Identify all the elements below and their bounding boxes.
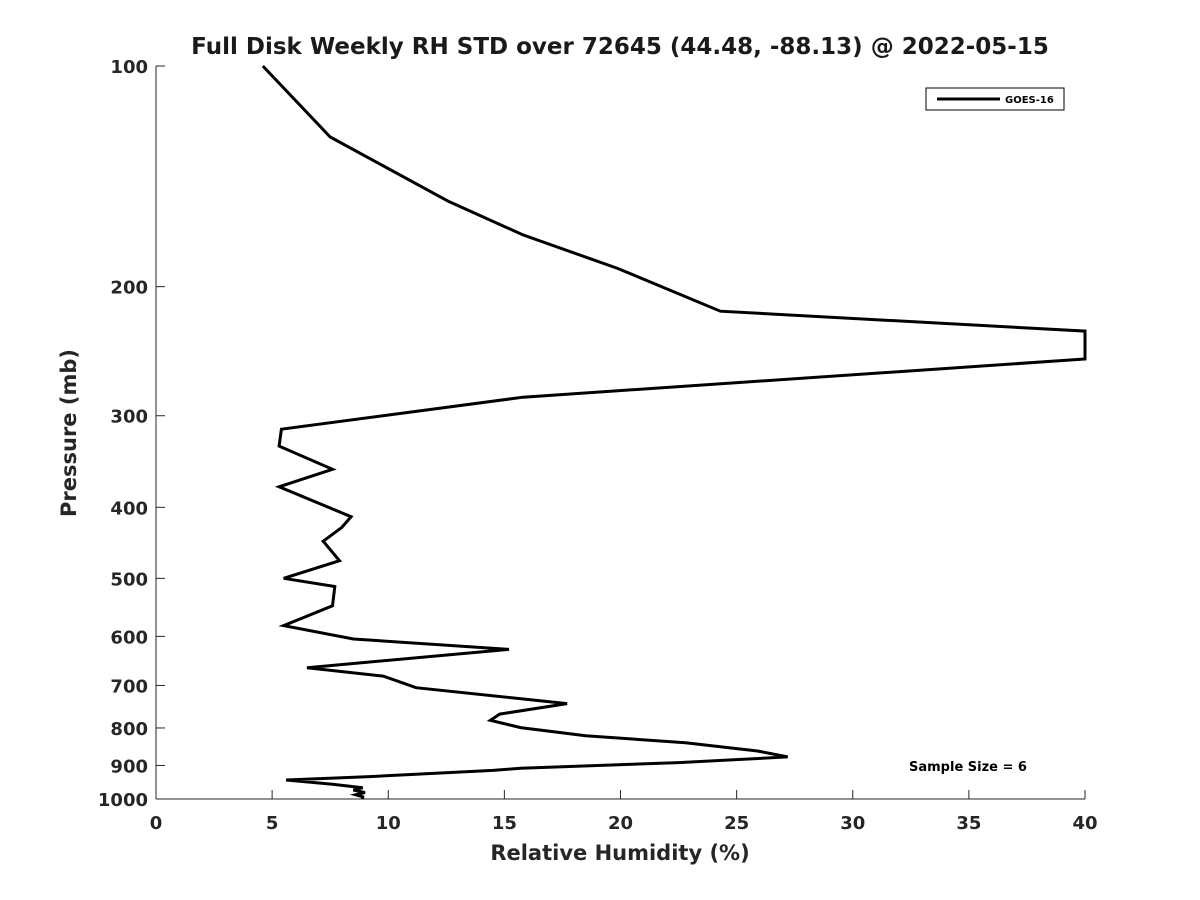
x-tick-label: 40	[1072, 813, 1097, 834]
series-line-goes-16	[261, 64, 1087, 799]
legend-label-goes-16: GOES-16	[1005, 95, 1054, 106]
x-tick-label: 20	[608, 813, 633, 834]
y-tick-label: 800	[110, 719, 148, 740]
y-tick-label: 700	[110, 676, 148, 697]
y-tick-label: 900	[110, 756, 148, 777]
chart-title: Full Disk Weekly RH STD over 72645 (44.4…	[191, 34, 1049, 60]
sample-size-annotation: Sample Size = 6	[909, 760, 1027, 775]
y-tick-label: 1000	[98, 790, 148, 811]
y-tick-label: 400	[110, 498, 148, 519]
x-axis-label: Relative Humidity (%)	[490, 841, 749, 865]
y-axis-label: Pressure (mb)	[57, 349, 81, 517]
y-tick-label: 500	[110, 569, 148, 590]
y-tick-label: 100	[110, 57, 148, 78]
y-tick-label: 200	[110, 278, 148, 299]
axis-ticks: 0 5 10 15 20 25 30 35 40 100 200 300 400 500 600 700 800…	[98, 57, 1098, 834]
x-tick-label: 0	[150, 813, 163, 834]
x-tick-label: 15	[492, 813, 517, 834]
y-tick-label: 300	[110, 407, 148, 428]
y-tick-label: 600	[110, 627, 148, 648]
legend: GOES-16	[925, 87, 1065, 111]
x-tick-label: 35	[956, 813, 981, 834]
x-tick-label: 25	[724, 813, 749, 834]
x-tick-label: 5	[266, 813, 279, 834]
x-tick-label: 30	[840, 813, 865, 834]
x-tick-label: 10	[376, 813, 401, 834]
